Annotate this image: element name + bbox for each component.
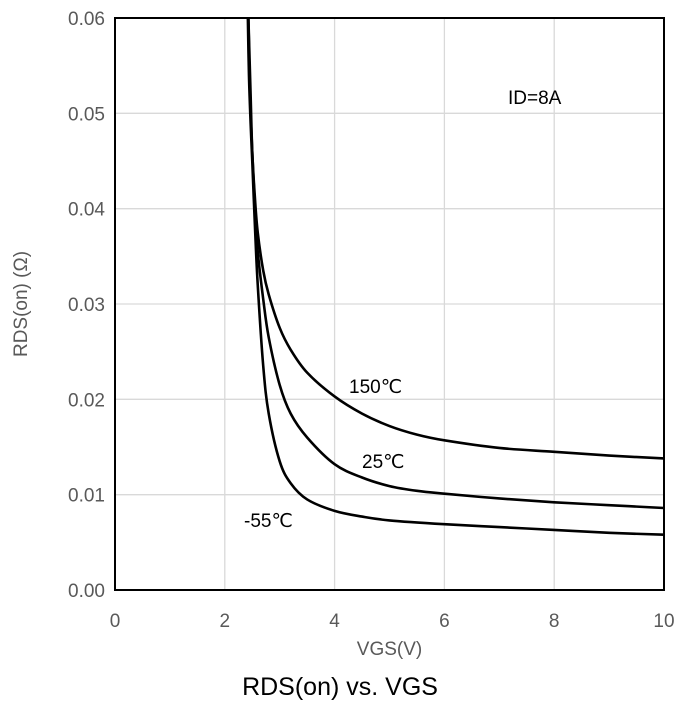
series-label-minus55c: -55℃ xyxy=(244,511,293,532)
y-tick-label: 0.03 xyxy=(68,295,105,316)
y-tick-label: 0.02 xyxy=(68,390,105,411)
series-line-25c xyxy=(247,17,665,510)
x-axis-label: VGS(V) xyxy=(357,639,422,660)
curves xyxy=(246,17,665,537)
x-tick-label: 2 xyxy=(220,611,231,632)
y-tick-label: 0.01 xyxy=(68,486,105,507)
series-line-minus55c xyxy=(246,17,665,537)
x-tick-label: 0 xyxy=(110,611,121,632)
x-tick-label: 6 xyxy=(439,611,450,632)
chart-title: RDS(on) vs. VGS xyxy=(242,673,438,701)
plot-frame xyxy=(114,17,665,591)
series-line-150c xyxy=(247,17,665,460)
y-ticks: 0.00 0.01 0.02 0.03 0.04 0.05 0.06 xyxy=(68,9,105,602)
series-label-150c: 150℃ xyxy=(349,377,402,398)
x-ticks: 0 2 4 6 8 10 xyxy=(110,611,675,632)
x-tick-label: 10 xyxy=(653,611,674,632)
series-label-25c: 25℃ xyxy=(362,452,404,473)
y-tick-label: 0.05 xyxy=(68,104,105,125)
y-axis-label: RDS(on) (Ω) xyxy=(11,251,32,357)
y-tick-label: 0.04 xyxy=(68,200,105,221)
y-tick-label: 0.06 xyxy=(68,9,105,30)
chart-svg: 0.00 0.01 0.02 0.03 0.04 0.05 0.06 0 2 4 6 8 10 ID=… xyxy=(11,9,675,660)
y-tick-label: 0.00 xyxy=(68,581,105,602)
x-tick-label: 4 xyxy=(329,611,340,632)
current-annotation: ID=8A xyxy=(508,88,562,109)
x-tick-label: 8 xyxy=(549,611,560,632)
grid xyxy=(115,18,664,590)
